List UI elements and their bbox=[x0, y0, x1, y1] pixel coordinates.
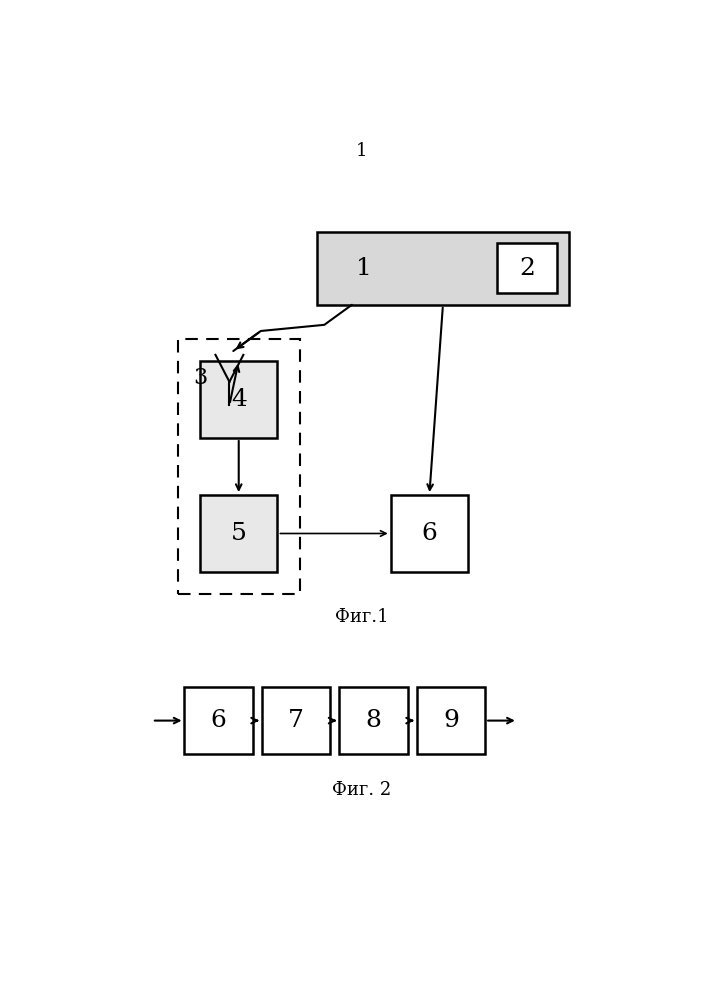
Bar bbox=[200, 361, 277, 438]
Text: 6: 6 bbox=[421, 522, 438, 545]
Bar bbox=[185, 687, 252, 754]
Text: 3: 3 bbox=[193, 367, 207, 389]
Bar bbox=[417, 687, 485, 754]
Text: Фиг.1: Фиг.1 bbox=[335, 608, 389, 626]
Text: 1: 1 bbox=[356, 142, 368, 160]
Text: 1: 1 bbox=[356, 257, 371, 280]
Text: 2: 2 bbox=[519, 257, 535, 280]
Text: Фиг. 2: Фиг. 2 bbox=[332, 781, 392, 799]
Text: 4: 4 bbox=[230, 388, 247, 411]
Bar bbox=[391, 495, 468, 572]
Bar bbox=[262, 687, 330, 754]
Text: 8: 8 bbox=[366, 709, 382, 732]
Bar bbox=[339, 687, 408, 754]
Bar bbox=[317, 232, 569, 305]
Text: 6: 6 bbox=[211, 709, 226, 732]
Bar bbox=[200, 495, 277, 572]
Text: 5: 5 bbox=[230, 522, 247, 545]
Bar bbox=[177, 339, 300, 594]
Text: 7: 7 bbox=[288, 709, 304, 732]
Bar bbox=[497, 243, 557, 293]
Text: 9: 9 bbox=[443, 709, 459, 732]
